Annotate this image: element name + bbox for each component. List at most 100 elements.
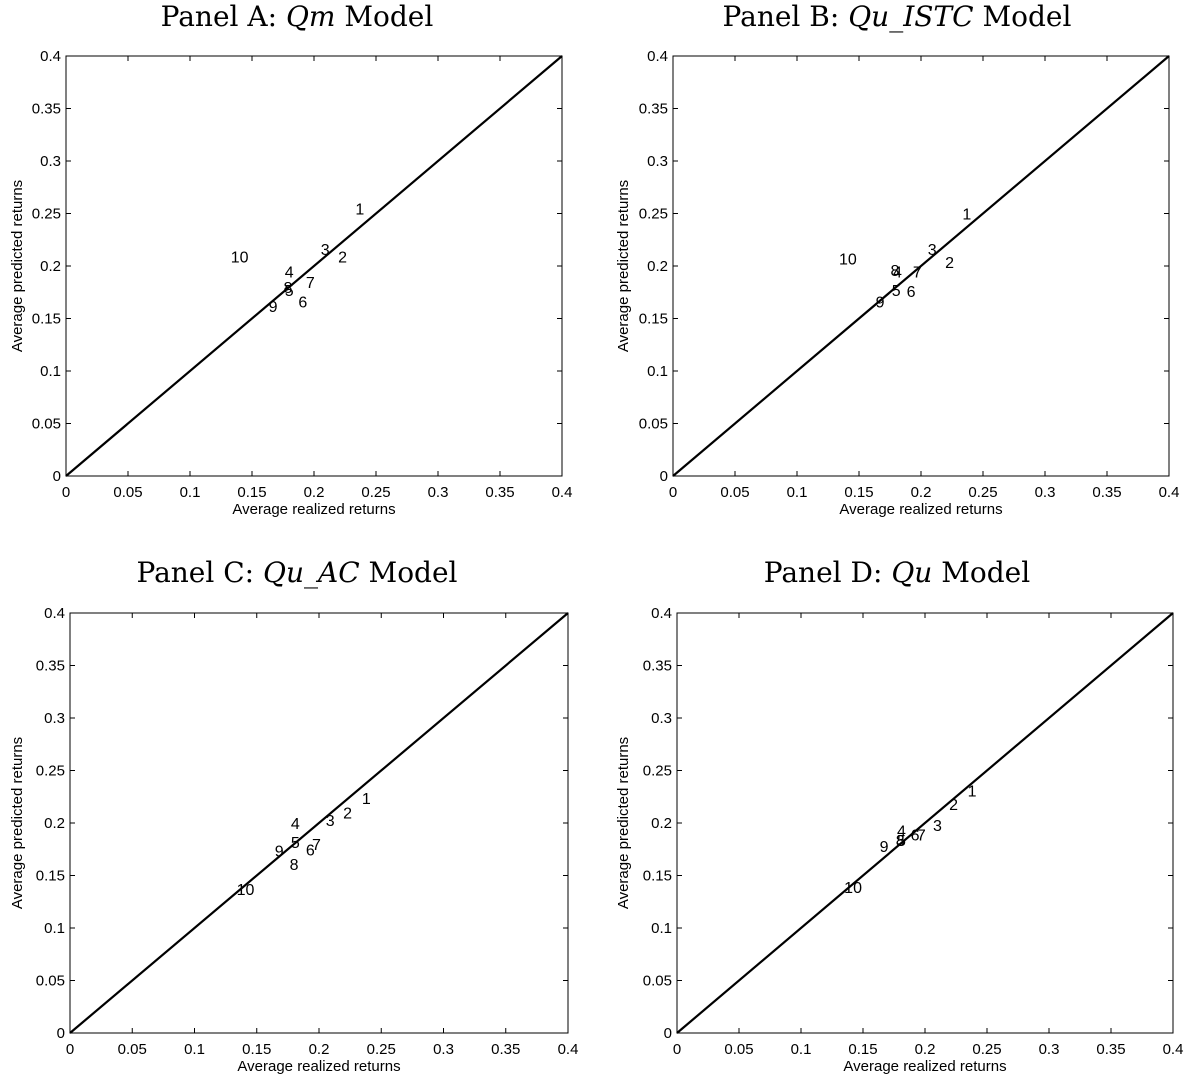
- y-tick-label: 0.2: [44, 815, 65, 832]
- data-point-1: 1: [962, 207, 971, 224]
- x-tick-label: 0.15: [237, 484, 266, 501]
- x-axis-label: Average realized returns: [843, 1058, 1006, 1075]
- x-tick-label: 0.2: [309, 1041, 330, 1058]
- data-point-5: 5: [291, 835, 300, 852]
- y-tick-label: 0.1: [44, 920, 65, 937]
- y-tick-label: 0.3: [651, 710, 672, 727]
- data-point-1: 1: [968, 783, 977, 800]
- y-tick-label: 0.25: [32, 206, 61, 223]
- data-point-7: 7: [913, 264, 922, 281]
- x-tick-label: 0.4: [558, 1041, 579, 1058]
- x-tick-label: 0.25: [972, 1041, 1001, 1058]
- y-tick-label: 0.05: [32, 416, 61, 433]
- x-tick-label: 0.25: [367, 1041, 396, 1058]
- x-tick-label: 0.3: [1039, 1041, 1060, 1058]
- data-point-5: 5: [285, 283, 294, 300]
- y-tick-label: 0.05: [639, 416, 668, 433]
- panel-b-title: Panel B: Qu_ISTC Model: [606, 0, 1188, 33]
- data-point-8: 8: [891, 263, 900, 280]
- y-tick-label: 0.15: [32, 311, 61, 328]
- data-point-2: 2: [945, 255, 954, 272]
- panel-c-plot: 00 0.05 0.05 0.1 0.1 0.15 0.15 0.2 0.2 0.25 0.25 0.…: [9, 605, 579, 1075]
- x-tick-label: 0: [62, 484, 70, 501]
- panel-title-suffix: Model: [973, 0, 1072, 33]
- y-tick-label: 0.15: [643, 868, 672, 885]
- panel-title-model: Qm: [285, 0, 336, 33]
- x-tick-label: 0.15: [844, 484, 873, 501]
- panel-title-prefix: Panel D:: [763, 556, 892, 589]
- reference-line: [69, 612, 569, 1034]
- y-tick-label: 0.25: [639, 206, 668, 223]
- x-tick-label: 0.4: [1159, 484, 1180, 501]
- panel-d: Panel D: Qu Model 0 0 0.05 0.05 0.1 0.1 0.15 0.…: [606, 556, 1188, 1076]
- y-axis-label: Average predicted returns: [9, 180, 26, 352]
- data-point-9: 9: [880, 839, 889, 856]
- x-tick-label: 0.05: [118, 1041, 147, 1058]
- x-tick-label: 0.1: [787, 484, 808, 501]
- x-tick-label: 0: [669, 484, 677, 501]
- panel-title-prefix: Panel C:: [136, 556, 263, 589]
- y-tick-label: 0.15: [639, 311, 668, 328]
- reference-line: [672, 55, 1170, 477]
- data-point-4: 4: [897, 823, 906, 840]
- data-point-9: 9: [876, 295, 885, 312]
- data-point-3: 3: [933, 818, 942, 835]
- panel-title-prefix: Panel A:: [160, 0, 286, 33]
- y-tick-label: 0.4: [40, 48, 61, 65]
- y-tick-label: 0: [53, 468, 61, 485]
- data-point-8: 8: [896, 833, 905, 850]
- panel-b: Panel B: Qu_ISTC Model 0 0 0.05 0.05 0.1 0.1 0…: [606, 0, 1188, 538]
- data-point-6: 6: [298, 295, 307, 312]
- reference-line: [676, 612, 1174, 1034]
- data-point-9: 9: [269, 299, 278, 316]
- y-tick-label: 0.1: [651, 920, 672, 937]
- y-tick-label: 0.35: [639, 101, 668, 118]
- x-tick-label: 0.25: [361, 484, 390, 501]
- data-point-10: 10: [231, 250, 249, 267]
- y-tick-label: 0.35: [643, 658, 672, 675]
- y-tick-label: 0.4: [651, 605, 672, 622]
- x-tick-label: 0.2: [911, 484, 932, 501]
- data-point-3: 3: [928, 242, 937, 259]
- panel-title-model: Qu_ISTC: [848, 0, 974, 33]
- x-tick-label: 0.05: [720, 484, 749, 501]
- data-point-6: 6: [911, 828, 920, 845]
- x-tick-label: 0.4: [1163, 1041, 1184, 1058]
- y-tick-label: 0: [57, 1025, 65, 1042]
- data-point-10: 10: [839, 252, 857, 269]
- y-tick-label: 0.2: [647, 258, 668, 275]
- x-tick-label: 0.15: [848, 1041, 877, 1058]
- data-point-6: 6: [306, 842, 315, 859]
- y-axis-label: Average predicted returns: [615, 180, 632, 352]
- panel-c-title: Panel C: Qu_AC Model: [0, 556, 594, 589]
- panel-title-suffix: Model: [932, 556, 1031, 589]
- data-point-7: 7: [312, 837, 321, 854]
- x-tick-label: 0: [673, 1041, 681, 1058]
- panel-d-title: Panel D: Qu Model: [606, 556, 1188, 589]
- y-tick-label: 0.1: [647, 363, 668, 380]
- x-tick-label: 0.3: [433, 1041, 454, 1058]
- x-tick-label: 0.3: [1035, 484, 1056, 501]
- y-axis-label: Average predicted returns: [615, 737, 632, 909]
- y-tick-label: 0.4: [647, 48, 668, 65]
- y-tick-label: 0: [664, 1025, 672, 1042]
- x-tick-label: 0.25: [968, 484, 997, 501]
- data-point-2: 2: [338, 250, 347, 267]
- y-tick-label: 0: [660, 468, 668, 485]
- data-point-2: 2: [343, 806, 352, 823]
- data-point-4: 4: [291, 816, 300, 833]
- data-point-6: 6: [907, 284, 916, 301]
- x-tick-label: 0.15: [242, 1041, 271, 1058]
- x-tick-label: 0.2: [304, 484, 325, 501]
- y-tick-label: 0.05: [643, 973, 672, 990]
- data-point-7: 7: [917, 828, 926, 845]
- panel-a: Panel A: Qm Model 0 0 0.05 0.05 0.1 0.1 0.15 0.…: [0, 0, 594, 538]
- x-tick-label: 0.2: [915, 1041, 936, 1058]
- data-point-8: 8: [284, 280, 293, 297]
- x-tick-label: 0.1: [184, 1041, 205, 1058]
- y-tick-label: 0.1: [40, 363, 61, 380]
- y-tick-label: 0.3: [40, 153, 61, 170]
- panel-b-plot: 00 0.05 0.05 0.1 0.1 0.15 0.15 0.2 0.2 0.25 0.25 0.…: [615, 48, 1180, 518]
- y-tick-label: 0.2: [40, 258, 61, 275]
- panel-a-title: Panel A: Qm Model: [0, 0, 594, 33]
